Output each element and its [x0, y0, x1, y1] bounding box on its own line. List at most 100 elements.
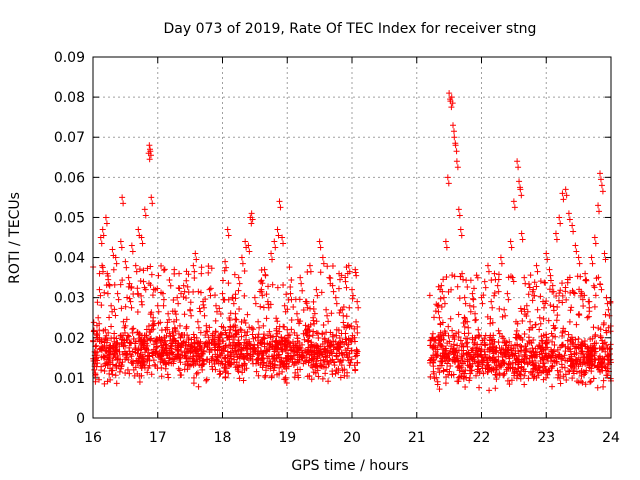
- data-point: [482, 342, 489, 349]
- data-point: [130, 325, 137, 332]
- data-point: [442, 380, 449, 387]
- data-point: [449, 348, 456, 355]
- data-point: [321, 361, 328, 368]
- data-point: [283, 379, 290, 386]
- data-point: [543, 369, 550, 376]
- data-point: [286, 264, 293, 271]
- data-point: [260, 322, 267, 329]
- x-tick-label: 22: [473, 430, 491, 446]
- data-point: [537, 293, 544, 300]
- data-point: [280, 240, 287, 247]
- data-point: [280, 281, 287, 288]
- data-point: [506, 381, 513, 388]
- data-point: [229, 340, 236, 347]
- data-point: [505, 296, 512, 303]
- data-point: [275, 232, 282, 239]
- data-point: [296, 344, 303, 351]
- data-point: [247, 346, 254, 353]
- data-point: [530, 375, 537, 382]
- data-point: [298, 280, 305, 287]
- data-point: [101, 360, 108, 367]
- data-point: [279, 368, 286, 375]
- data-point: [486, 344, 493, 351]
- data-point: [329, 263, 336, 270]
- data-point: [320, 322, 327, 329]
- data-point: [264, 298, 271, 305]
- y-tick-label: 0.02: [54, 331, 85, 347]
- data-point: [557, 380, 564, 387]
- data-point: [175, 300, 182, 307]
- data-point: [285, 332, 292, 339]
- data-point: [96, 345, 103, 352]
- data-point: [113, 348, 120, 355]
- data-point: [503, 353, 510, 360]
- data-point: [106, 282, 113, 289]
- data-point: [128, 242, 135, 249]
- data-point: [207, 285, 214, 292]
- data-point: [146, 146, 153, 153]
- data-point: [306, 333, 313, 340]
- data-point: [253, 368, 260, 375]
- data-point: [457, 226, 464, 233]
- data-point: [232, 347, 239, 354]
- data-point: [144, 352, 151, 359]
- data-point: [302, 322, 309, 329]
- data-point: [193, 335, 200, 342]
- data-point: [116, 359, 123, 366]
- data-point: [326, 360, 333, 367]
- data-point: [176, 322, 183, 329]
- data-point: [353, 347, 360, 354]
- data-point: [229, 345, 236, 352]
- data-point: [261, 266, 268, 273]
- data-point: [576, 260, 583, 267]
- data-point: [190, 374, 197, 381]
- data-point: [183, 294, 190, 301]
- data-point: [439, 343, 446, 350]
- data-point: [493, 349, 500, 356]
- data-point: [303, 331, 310, 338]
- data-point: [181, 288, 188, 295]
- data-point: [245, 242, 252, 249]
- y-tick-label: 0.07: [54, 130, 85, 146]
- data-point: [590, 375, 597, 382]
- data-point: [258, 286, 265, 293]
- data-point: [184, 332, 191, 339]
- data-point: [308, 352, 315, 359]
- data-point: [222, 258, 229, 265]
- data-point: [171, 270, 178, 277]
- data-point: [105, 276, 112, 283]
- data-point: [139, 240, 146, 247]
- data-point: [274, 226, 281, 233]
- data-point: [261, 374, 268, 381]
- data-point: [200, 347, 207, 354]
- data-point: [540, 298, 547, 305]
- data-point: [138, 298, 145, 305]
- data-point: [118, 341, 125, 348]
- data-point: [516, 334, 523, 341]
- data-point: [282, 346, 289, 353]
- data-point: [597, 281, 604, 288]
- data-point: [443, 273, 450, 280]
- data-point: [312, 369, 319, 376]
- data-point: [271, 238, 278, 245]
- data-point: [583, 360, 590, 367]
- data-point: [551, 325, 558, 332]
- data-point: [479, 354, 486, 361]
- data-point: [136, 266, 143, 273]
- data-point: [592, 348, 599, 355]
- data-point: [448, 372, 455, 379]
- data-point: [563, 296, 570, 303]
- data-point: [482, 332, 489, 339]
- data-point: [455, 378, 462, 385]
- data-point: [485, 268, 492, 275]
- data-point: [450, 128, 457, 135]
- x-tick-labels: 16 17 18 19 20 21 22 23 24: [84, 430, 620, 446]
- data-point: [502, 342, 509, 349]
- data-point: [518, 343, 525, 350]
- data-point: [220, 277, 227, 284]
- data-point: [171, 324, 178, 331]
- data-point: [441, 300, 448, 307]
- x-tick-label: 17: [149, 430, 167, 446]
- data-point: [508, 377, 515, 384]
